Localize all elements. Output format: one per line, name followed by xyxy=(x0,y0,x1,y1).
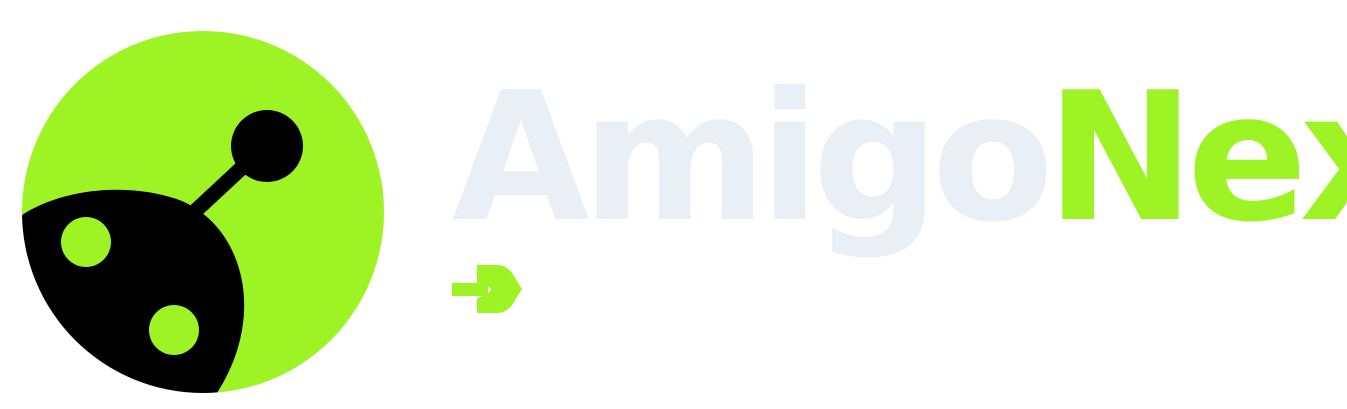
antenna-stem xyxy=(182,154,256,224)
bug-spot-upper xyxy=(61,217,111,267)
wordmark-amigo: Amigo xyxy=(452,54,1054,261)
bug-robot-circle-icon xyxy=(22,31,384,393)
bug-spot-lower xyxy=(149,305,199,355)
antenna-ball xyxy=(231,110,303,182)
arrow-right-icon xyxy=(452,265,522,331)
wordmark: AmigoNex xyxy=(452,58,1347,258)
wordmark-nex: Nex xyxy=(1045,54,1347,261)
